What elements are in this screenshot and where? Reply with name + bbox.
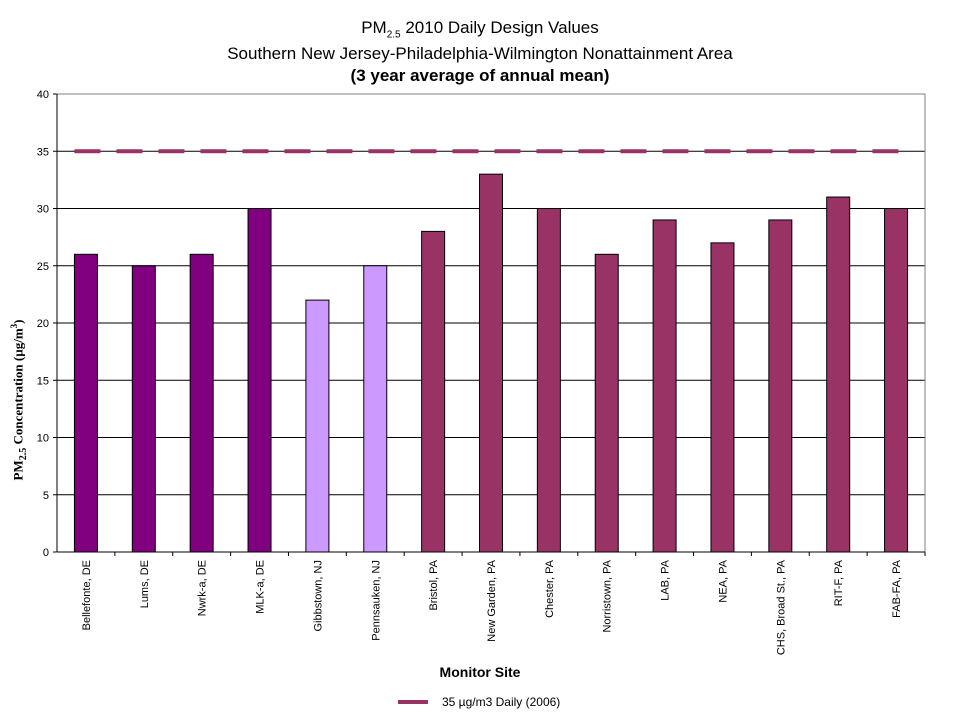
bar (73, 253, 98, 553)
bar (363, 265, 388, 553)
bar (652, 219, 677, 553)
x-tick-label: LAB, PA (660, 559, 672, 600)
y-tick-label: 20 (37, 318, 49, 330)
bar (768, 219, 793, 553)
x-axis-label: Monitor Site (439, 664, 521, 680)
chart-title-line1: PM2.5 2010 Daily Design Values (0, 18, 960, 40)
title-pm-subscript: 2.5 (386, 29, 401, 41)
x-tick-label: Gibbstown, NJ (312, 560, 324, 632)
chart-subtitle: (3 year average of annual mean) (350, 66, 610, 85)
y-tick-label: 25 (37, 261, 49, 273)
chart-title-line2: Southern New Jersey-Philadelphia-Wilming… (227, 44, 733, 63)
bar (305, 299, 330, 553)
title-suffix: 2010 Daily Design Values (400, 18, 599, 37)
bar (247, 208, 272, 553)
legend: 35 µg/m3 Daily (2006) (398, 695, 560, 709)
x-tick-label: Norristown, PA (602, 559, 614, 632)
bar (479, 173, 503, 553)
x-tick-label: Lums, DE (139, 560, 151, 608)
x-tick-label: CHS, Broad St., PA (775, 559, 787, 655)
x-tick-label: MLK-a, DE (255, 560, 267, 614)
y-tick-label: 5 (43, 490, 49, 502)
y-axis-label-container: PM2.5 Concentration (µg/m3) (9, 250, 29, 550)
x-tick-label: NEA, PA (717, 559, 729, 602)
bar (826, 196, 851, 553)
y-axis-label: PM2.5 Concentration (µg/m3) (9, 319, 29, 481)
bar (710, 242, 735, 553)
x-tick-label: Nwrk-a, DE (197, 560, 209, 616)
bar (884, 208, 909, 553)
y-tick-label: 10 (37, 433, 49, 445)
y-tick-label: 0 (43, 547, 49, 559)
x-tick-label: Pennsauken, NJ (370, 560, 382, 641)
x-tick-label: Bristol, PA (428, 559, 440, 610)
x-tick-label: FAB-FA, PA (891, 559, 903, 618)
bar (131, 265, 156, 553)
x-tick-label: New Garden, PA (486, 559, 498, 641)
legend-label: 35 µg/m3 Daily (2006) (442, 695, 561, 709)
y-tick-label: 15 (37, 375, 49, 387)
bar (536, 208, 561, 553)
x-tick-label: Chester, PA (544, 559, 556, 618)
bar (421, 230, 446, 553)
y-tick-label: 30 (37, 204, 49, 216)
y-tick-label: 40 (37, 89, 49, 101)
y-tick-label: 35 (37, 146, 49, 158)
legend-swatch-dashed-line (398, 700, 428, 704)
x-tick-label: RIT-F, PA (833, 559, 845, 606)
bar (189, 253, 214, 553)
title-pm: PM (361, 18, 387, 37)
bar (594, 253, 619, 553)
x-tick-label: Bellefonte, DE (81, 560, 93, 630)
